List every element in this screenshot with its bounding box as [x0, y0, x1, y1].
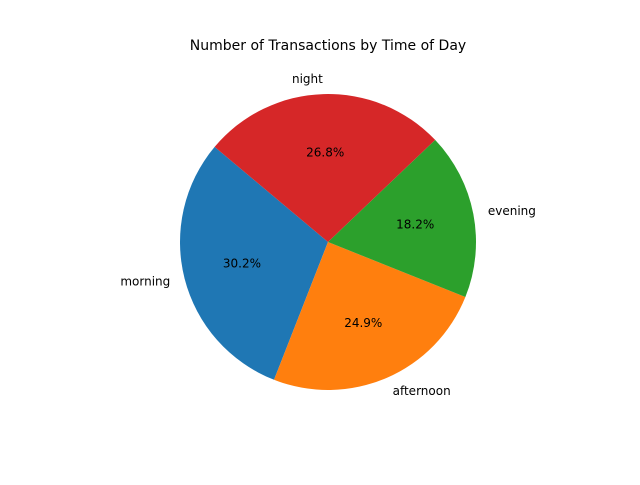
pct-label-morning: 30.2%	[223, 256, 261, 270]
pie-slices	[180, 94, 476, 391]
slice-label-morning: morning	[120, 275, 170, 289]
slice-label-night: night	[292, 72, 323, 86]
chart-title: Number of Transactions by Time of Day	[190, 38, 466, 54]
slice-label-evening: evening	[488, 204, 536, 218]
pie-slice-night	[214, 94, 436, 242]
slice-label-afternoon: afternoon	[393, 384, 451, 398]
pie-slice-evening	[328, 139, 476, 298]
pie-slice-afternoon	[274, 242, 466, 391]
pct-label-night: 26.8%	[306, 146, 344, 160]
pie-slice-morning	[180, 146, 328, 380]
pie-labels: morning 30.2% afternoon 24.9% evening 18.2% ni…	[120, 72, 536, 398]
pct-label-afternoon: 24.9%	[344, 316, 382, 330]
pct-label-evening: 18.2%	[396, 218, 434, 232]
